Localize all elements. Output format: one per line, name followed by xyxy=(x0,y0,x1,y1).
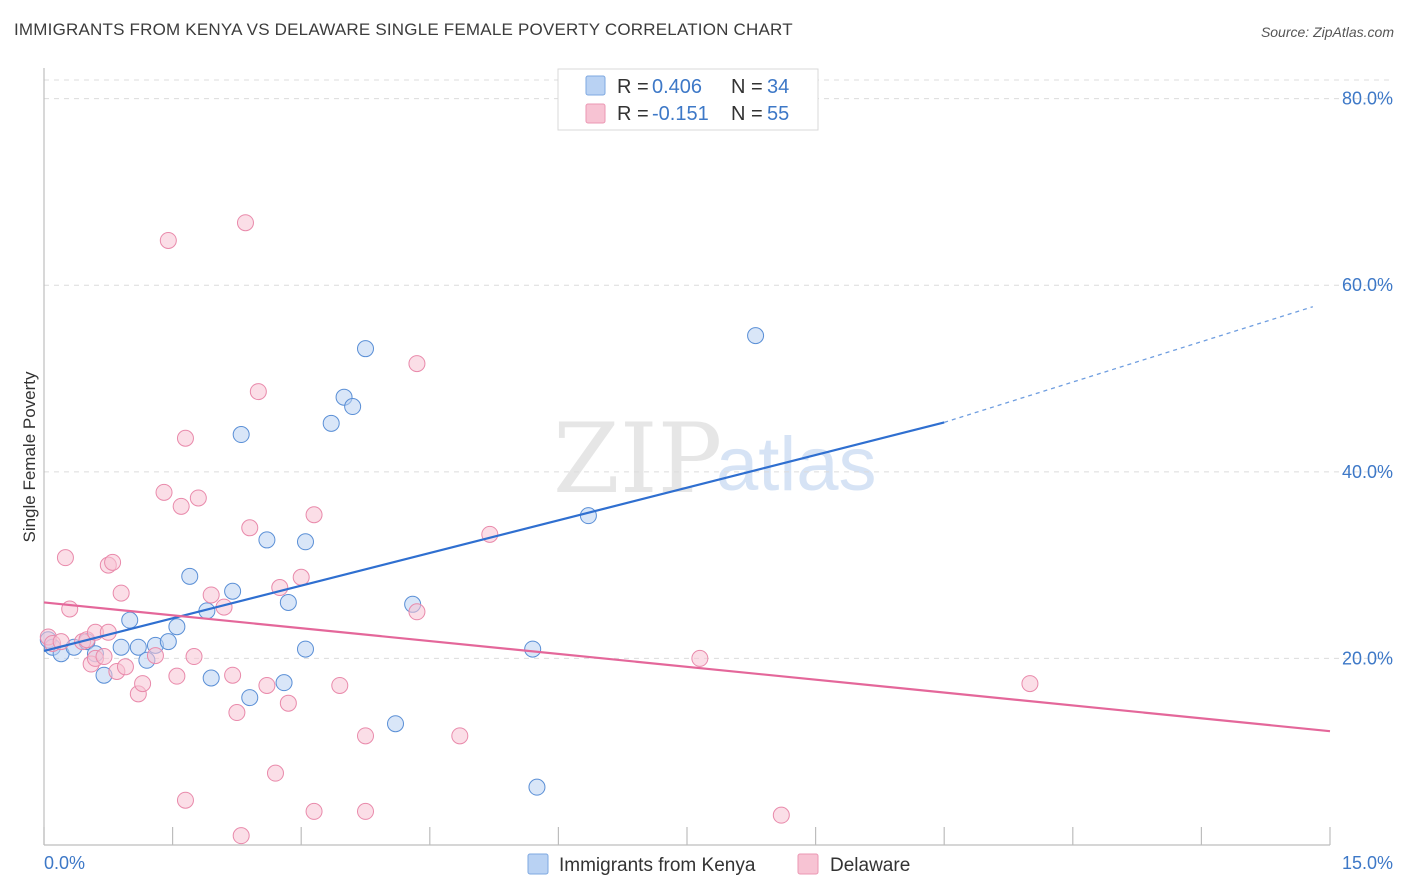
delaware-point-36 xyxy=(258,676,276,694)
delaware-point-15 xyxy=(112,584,130,602)
kenya-point-18 xyxy=(232,426,250,444)
delaware-point-28 xyxy=(202,586,220,604)
delaware-point-39 xyxy=(279,694,297,712)
delaware-point-52 xyxy=(1021,675,1039,693)
kenya-point-14 xyxy=(181,567,199,585)
legend-label-kenya: Immigrants from Kenya xyxy=(559,855,756,876)
delaware-point-48 xyxy=(451,727,469,745)
kenya-point-22 xyxy=(279,593,297,611)
kenya-point-29 xyxy=(387,715,405,733)
gridlines xyxy=(44,79,1392,659)
series-delaware-points xyxy=(39,214,1039,845)
kenya-point-12 xyxy=(159,633,177,651)
delaware-point-3 xyxy=(56,549,74,567)
delaware-point-19 xyxy=(146,647,164,665)
kenya-point-16 xyxy=(202,669,220,687)
legend-r-label-2: R = xyxy=(617,103,649,125)
kenya-point-24 xyxy=(296,640,314,658)
kenya-point-25 xyxy=(322,414,340,432)
legend-n-label-2: N = xyxy=(731,103,763,125)
kenya-point-9 xyxy=(121,611,139,629)
kenya-point-17 xyxy=(224,582,242,600)
delaware-trend-line xyxy=(43,601,1331,733)
y-axis-label: Single Female Poverty xyxy=(20,371,39,543)
kenya-point-7 xyxy=(112,638,130,656)
kenya-point-28 xyxy=(357,340,374,358)
delaware-point-18 xyxy=(134,675,152,693)
delaware-point-23 xyxy=(172,497,190,515)
delaware-point-46 xyxy=(408,355,426,373)
series-legend: Immigrants from Kenya Delaware xyxy=(527,853,910,876)
kenya-trend-extension xyxy=(944,306,1314,424)
delaware-point-37 xyxy=(266,764,284,782)
delaware-point-22 xyxy=(168,667,186,685)
legend-label-delaware: Delaware xyxy=(830,855,910,876)
delaware-point-27 xyxy=(189,489,207,507)
legend-r-value-1: 0.406 xyxy=(652,76,702,98)
legend-r-value-2: -0.151 xyxy=(652,103,709,125)
delaware-point-42 xyxy=(305,506,323,524)
delaware-point-10 xyxy=(95,648,113,666)
legend-swatch-kenya-bottom xyxy=(527,853,549,875)
y-tick-labels: 20.0% 40.0% 60.0% 80.0% xyxy=(1342,89,1393,669)
x-tick-label-1: 15.0% xyxy=(1342,853,1393,873)
y-tick-label-0: 20.0% xyxy=(1342,648,1393,668)
trend-lines xyxy=(43,306,1331,733)
watermark-atlas: atlas xyxy=(716,422,877,507)
source-credit: Source: ZipAtlas.com xyxy=(1260,24,1394,40)
delaware-point-20 xyxy=(155,483,173,501)
delaware-point-31 xyxy=(228,704,246,722)
delaware-point-33 xyxy=(236,214,254,232)
x-tick-label-0: 0.0% xyxy=(44,853,85,873)
delaware-point-25 xyxy=(176,791,194,809)
series-kenya-points xyxy=(39,327,765,796)
delaware-point-40 xyxy=(292,568,310,586)
kenya-point-8 xyxy=(129,638,147,656)
delaware-point-44 xyxy=(357,727,374,745)
kenya-point-34 xyxy=(747,327,765,345)
y-tick-label-3: 80.0% xyxy=(1342,89,1393,109)
delaware-point-47 xyxy=(408,603,426,621)
legend-n-value-1: 34 xyxy=(767,76,789,98)
delaware-point-32 xyxy=(232,827,250,845)
delaware-point-35 xyxy=(249,383,267,401)
kenya-point-19 xyxy=(241,689,259,707)
legend-swatch-kenya xyxy=(585,75,606,96)
chart-title: IMMIGRANTS FROM KENYA VS DELAWARE SINGLE… xyxy=(14,20,793,39)
y-tick-label-1: 40.0% xyxy=(1342,462,1393,482)
delaware-point-24 xyxy=(176,429,194,447)
kenya-point-31 xyxy=(524,640,542,658)
legend-swatch-delaware xyxy=(585,103,606,124)
delaware-point-50 xyxy=(691,649,709,667)
legend-n-label-1: N = xyxy=(731,76,763,98)
delaware-point-30 xyxy=(224,666,242,684)
legend-n-value-2: 55 xyxy=(767,103,789,125)
delaware-point-21 xyxy=(159,231,177,249)
delaware-point-26 xyxy=(185,648,203,666)
kenya-point-13 xyxy=(168,618,186,636)
delaware-point-13 xyxy=(104,553,122,571)
kenya-point-33 xyxy=(579,507,597,525)
correlation-legend: R = 0.406 N = 34 R = -0.151 N = 55 xyxy=(557,68,819,131)
kenya-point-21 xyxy=(275,674,293,692)
x-tick-labels: 0.0% 15.0% xyxy=(44,853,1393,873)
kenya-point-20 xyxy=(258,531,276,549)
delaware-point-51 xyxy=(772,806,790,824)
legend-r-label-1: R = xyxy=(617,76,649,98)
kenya-point-23 xyxy=(296,533,314,551)
kenya-point-27 xyxy=(344,398,362,416)
x-ticks xyxy=(43,827,1331,845)
legend-swatch-delaware-bottom xyxy=(797,853,819,875)
kenya-trend-line xyxy=(43,421,945,653)
delaware-point-16 xyxy=(116,658,134,676)
kenya-point-32 xyxy=(528,778,546,796)
y-tick-label-2: 60.0% xyxy=(1342,275,1393,295)
delaware-point-43 xyxy=(331,676,349,694)
delaware-point-34 xyxy=(241,519,259,537)
delaware-point-45 xyxy=(357,802,374,820)
watermark-zip: ZIP xyxy=(553,403,722,515)
delaware-point-41 xyxy=(305,802,323,820)
